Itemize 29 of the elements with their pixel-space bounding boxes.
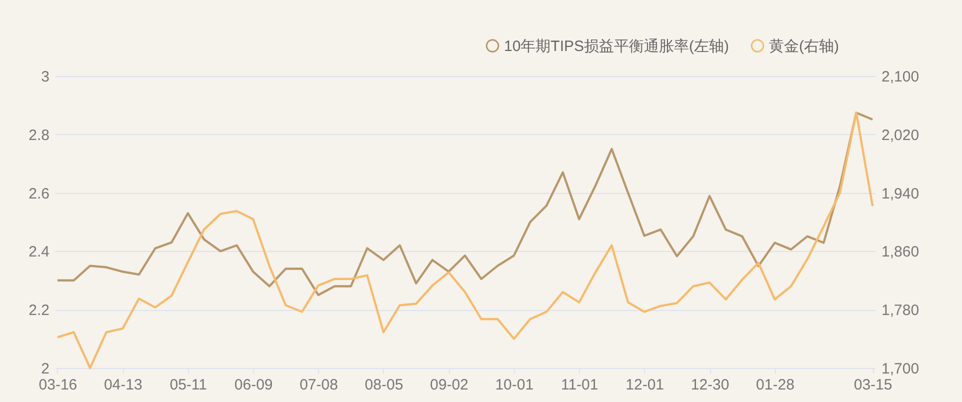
x-tick-label: 06-09 [234, 376, 273, 394]
x-tick-label: 01-28 [756, 376, 794, 394]
y-tick-label: 2.2 [28, 302, 50, 320]
line-series [56, 112, 874, 296]
y-tick-label: 3 [41, 68, 50, 86]
y2-tick-label: 1,700 [882, 360, 920, 378]
y2-tick-label: 1,780 [882, 302, 920, 320]
x-tick-label: 12-30 [690, 376, 730, 394]
y-tick-label: 2.6 [28, 185, 50, 202]
y-tick-label: 2.4 [28, 244, 50, 261]
x-tick-label: 04-13 [104, 376, 142, 394]
x-tick-label: 12-01 [626, 376, 664, 394]
x-tick-label: 03-16 [38, 376, 78, 394]
x-tick-label: 10-01 [495, 376, 534, 394]
y2-tick-label: 2,020 [882, 126, 920, 144]
legend-label: 黄金(右轴) [769, 38, 839, 55]
x-tick-label: 03-15 [854, 376, 892, 394]
x-tick-label: 07-08 [300, 376, 338, 394]
x-tick-label: 11-01 [560, 376, 598, 394]
x-tick-label: 09-02 [430, 376, 468, 394]
y2-tick-label: 2,100 [882, 68, 920, 86]
y2-tick-label: 1,940 [882, 185, 920, 202]
legend-label: 10年期TIPS损益平衡通胀率(左轴) [504, 38, 730, 55]
y-tick-label: 2 [41, 360, 50, 378]
x-tick-label: 05-11 [170, 376, 207, 394]
y2-tick-label: 1,860 [882, 244, 920, 261]
line-series [56, 111, 874, 370]
y-tick-label: 2.8 [28, 126, 50, 144]
x-tick-label: 08-05 [364, 376, 404, 394]
